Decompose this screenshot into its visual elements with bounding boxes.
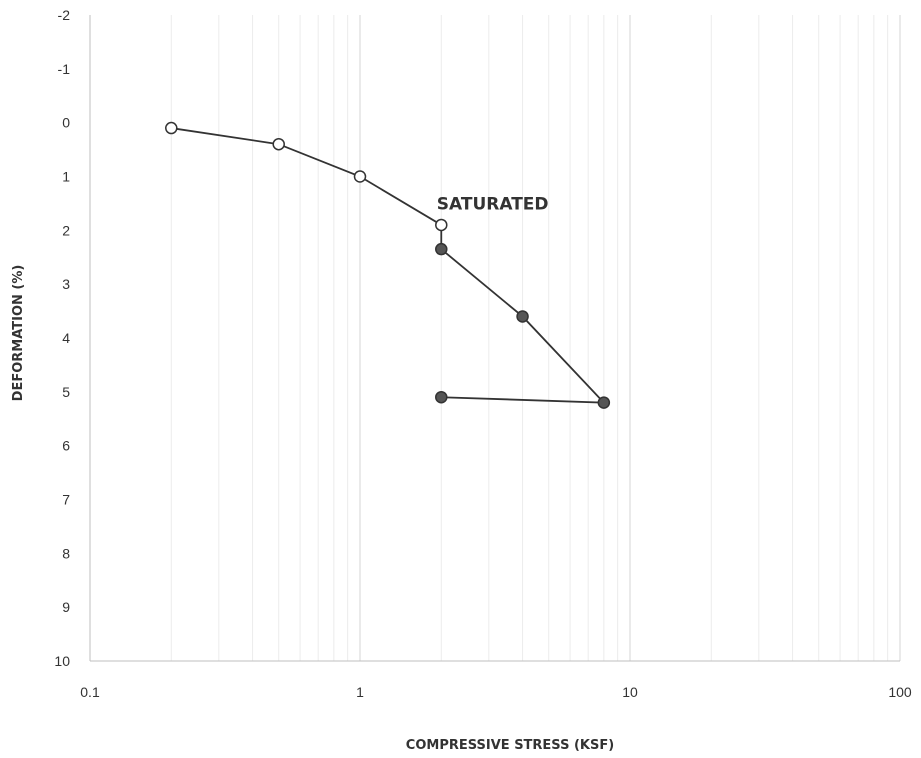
y-tick-label: 3 (62, 276, 70, 292)
annotation-label: SATURATED (437, 194, 549, 214)
y-tick-label: 1 (62, 169, 70, 185)
y-tick-label: 8 (62, 545, 70, 561)
y-tick-label: 2 (62, 222, 70, 238)
x-tick-label: 1 (356, 684, 364, 700)
open-point (353, 170, 367, 183)
grid (89, 15, 901, 661)
data-points (165, 121, 611, 409)
filled-point (516, 310, 529, 323)
y-tick-label: 5 (62, 384, 70, 400)
filled-point (597, 396, 611, 409)
y-axis-title: DEFORMATION (%) (11, 265, 26, 402)
x-tick-label: 100 (888, 684, 912, 700)
series-line-2 (440, 248, 606, 404)
x-axis-title: COMPRESSIVE STRESS (KSF) (406, 738, 614, 753)
y-tick-label: 7 (62, 492, 70, 508)
y-tick-label: 6 (62, 438, 70, 454)
filled-point (435, 242, 448, 256)
tick-labels: -2 -1 0 1 2 3 4 5 6 7 8 9 10 0.1 1 10 100 (54, 7, 911, 700)
open-point (435, 218, 448, 232)
y-tick-label: 10 (54, 653, 70, 669)
y-tick-label: 4 (62, 330, 70, 346)
y-tick-label: -2 (58, 7, 71, 23)
y-tick-label: 0 (62, 115, 70, 131)
series-line-1 (171, 127, 442, 226)
axes (89, 15, 900, 662)
open-point (272, 137, 285, 151)
y-tick-label: -1 (58, 61, 71, 77)
x-tick-label: 0.1 (80, 684, 100, 700)
annotations: SATURATED (437, 194, 549, 214)
open-point (165, 121, 178, 135)
x-tick-label: 10 (622, 684, 638, 700)
filled-point (435, 390, 448, 404)
series-lines (171, 127, 606, 404)
y-tick-label: 9 (62, 599, 70, 615)
